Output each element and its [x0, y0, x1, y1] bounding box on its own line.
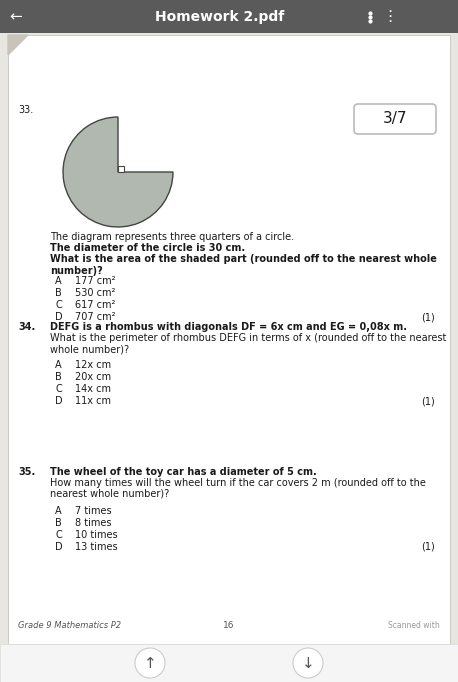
- Text: C: C: [55, 529, 62, 539]
- Text: Grade 9 Mathematics P2: Grade 9 Mathematics P2: [18, 621, 121, 630]
- Wedge shape: [63, 117, 173, 227]
- Bar: [0, 0, 458, 33]
- Text: How many times will the wheel turn if the car covers 2 m (rounded off to the: How many times will the wheel turn if th…: [50, 478, 426, 488]
- Text: 12x cm: 12x cm: [75, 361, 111, 370]
- Text: 617 cm²: 617 cm²: [75, 300, 115, 310]
- Text: whole number)?: whole number)?: [50, 344, 129, 354]
- Text: D: D: [55, 542, 63, 552]
- Text: B: B: [55, 518, 62, 527]
- Circle shape: [135, 648, 165, 678]
- Text: 13 times: 13 times: [75, 542, 118, 552]
- Text: 11x cm: 11x cm: [75, 396, 111, 406]
- Text: DEFG is a rhombus with diagonals DF = 6x cm and EG = 0,08x m.: DEFG is a rhombus with diagonals DF = 6x…: [50, 322, 407, 332]
- Text: (1): (1): [421, 312, 435, 322]
- Text: ←: ←: [10, 9, 22, 24]
- Text: 707 cm²: 707 cm²: [75, 312, 115, 322]
- Text: D: D: [55, 312, 63, 322]
- Text: What is the perimeter of rhombus DEFG in terms of x (rounded off to the nearest: What is the perimeter of rhombus DEFG in…: [50, 333, 447, 343]
- Text: The diagram represents three quarters of a circle.: The diagram represents three quarters of…: [50, 232, 294, 242]
- Text: (1): (1): [421, 396, 435, 406]
- Text: ↓: ↓: [302, 655, 314, 670]
- Text: What is the area of the shaded part (rounded off to the nearest whole number)?: What is the area of the shaded part (rou…: [50, 254, 437, 276]
- FancyBboxPatch shape: [354, 104, 436, 134]
- Text: 14x cm: 14x cm: [75, 385, 111, 394]
- Text: nearest whole number)?: nearest whole number)?: [50, 489, 169, 499]
- Text: 16: 16: [223, 621, 235, 630]
- Text: 8 times: 8 times: [75, 518, 111, 527]
- Bar: [118, 166, 124, 172]
- Text: 34.: 34.: [18, 322, 35, 332]
- Text: Scanned with: Scanned with: [388, 621, 440, 630]
- Circle shape: [293, 648, 323, 678]
- Text: ↑: ↑: [144, 655, 156, 670]
- Polygon shape: [8, 35, 28, 55]
- Text: 33.: 33.: [18, 105, 33, 115]
- Text: 35.: 35.: [18, 467, 35, 477]
- Text: D: D: [55, 396, 63, 406]
- Bar: [8, 35, 450, 644]
- Text: 10 times: 10 times: [75, 529, 118, 539]
- Text: The wheel of the toy car has a diameter of 5 cm.: The wheel of the toy car has a diameter …: [50, 467, 317, 477]
- Text: C: C: [55, 300, 62, 310]
- Bar: [0, 644, 458, 682]
- Text: C: C: [55, 385, 62, 394]
- Text: A: A: [55, 276, 62, 286]
- Text: (1): (1): [421, 542, 435, 552]
- Text: 7 times: 7 times: [75, 505, 112, 516]
- Text: B: B: [55, 288, 62, 298]
- Text: A: A: [55, 361, 62, 370]
- Text: 20x cm: 20x cm: [75, 372, 111, 383]
- Text: 530 cm²: 530 cm²: [75, 288, 115, 298]
- Text: A: A: [55, 505, 62, 516]
- Text: Homework 2.pdf: Homework 2.pdf: [155, 10, 284, 23]
- Text: ⋮: ⋮: [382, 9, 398, 24]
- Text: The diameter of the circle is 30 cm.: The diameter of the circle is 30 cm.: [50, 243, 245, 253]
- Text: 3/7: 3/7: [383, 111, 407, 126]
- Text: 177 cm²: 177 cm²: [75, 276, 115, 286]
- Text: B: B: [55, 372, 62, 383]
